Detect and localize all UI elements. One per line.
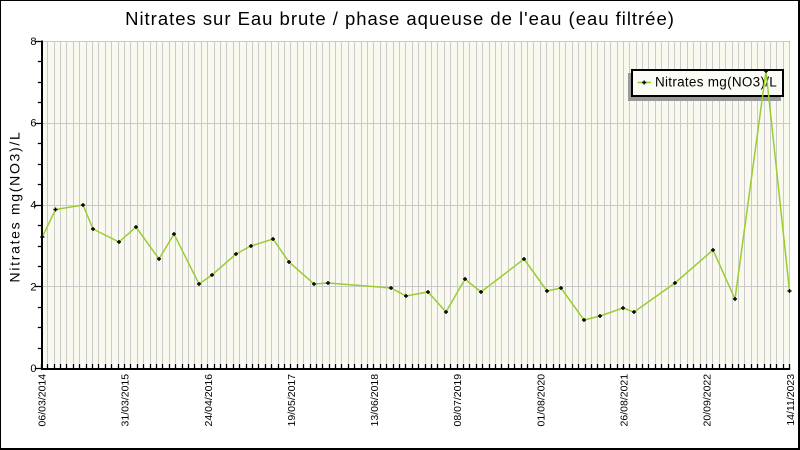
svg-text:4: 4 [30, 200, 36, 212]
svg-text:6: 6 [30, 118, 36, 130]
svg-text:14/11/2023: 14/11/2023 [785, 374, 797, 426]
svg-text:Nitrates mg(NO3)/L: Nitrates mg(NO3)/L [655, 74, 777, 89]
svg-text:06/03/2014: 06/03/2014 [37, 374, 49, 427]
svg-text:20/09/2022: 20/09/2022 [702, 374, 714, 427]
svg-text:08/07/2019: 08/07/2019 [452, 374, 464, 427]
svg-text:0: 0 [30, 363, 36, 375]
svg-text:13/06/2018: 13/06/2018 [369, 374, 381, 427]
svg-text:26/08/2021: 26/08/2021 [619, 374, 631, 427]
svg-text:8: 8 [30, 36, 36, 48]
svg-text:Nitrates sur Eau brute / phase: Nitrates sur Eau brute / phase aqueuse d… [125, 8, 675, 29]
svg-text:19/05/2017: 19/05/2017 [286, 374, 298, 427]
svg-text:2: 2 [30, 281, 36, 293]
svg-text:Nitrates mg(NO3)/L: Nitrates mg(NO3)/L [7, 131, 23, 283]
svg-text:31/03/2015: 31/03/2015 [120, 374, 132, 427]
svg-text:24/04/2016: 24/04/2016 [203, 374, 215, 427]
svg-text:01/08/2020: 01/08/2020 [535, 374, 547, 427]
